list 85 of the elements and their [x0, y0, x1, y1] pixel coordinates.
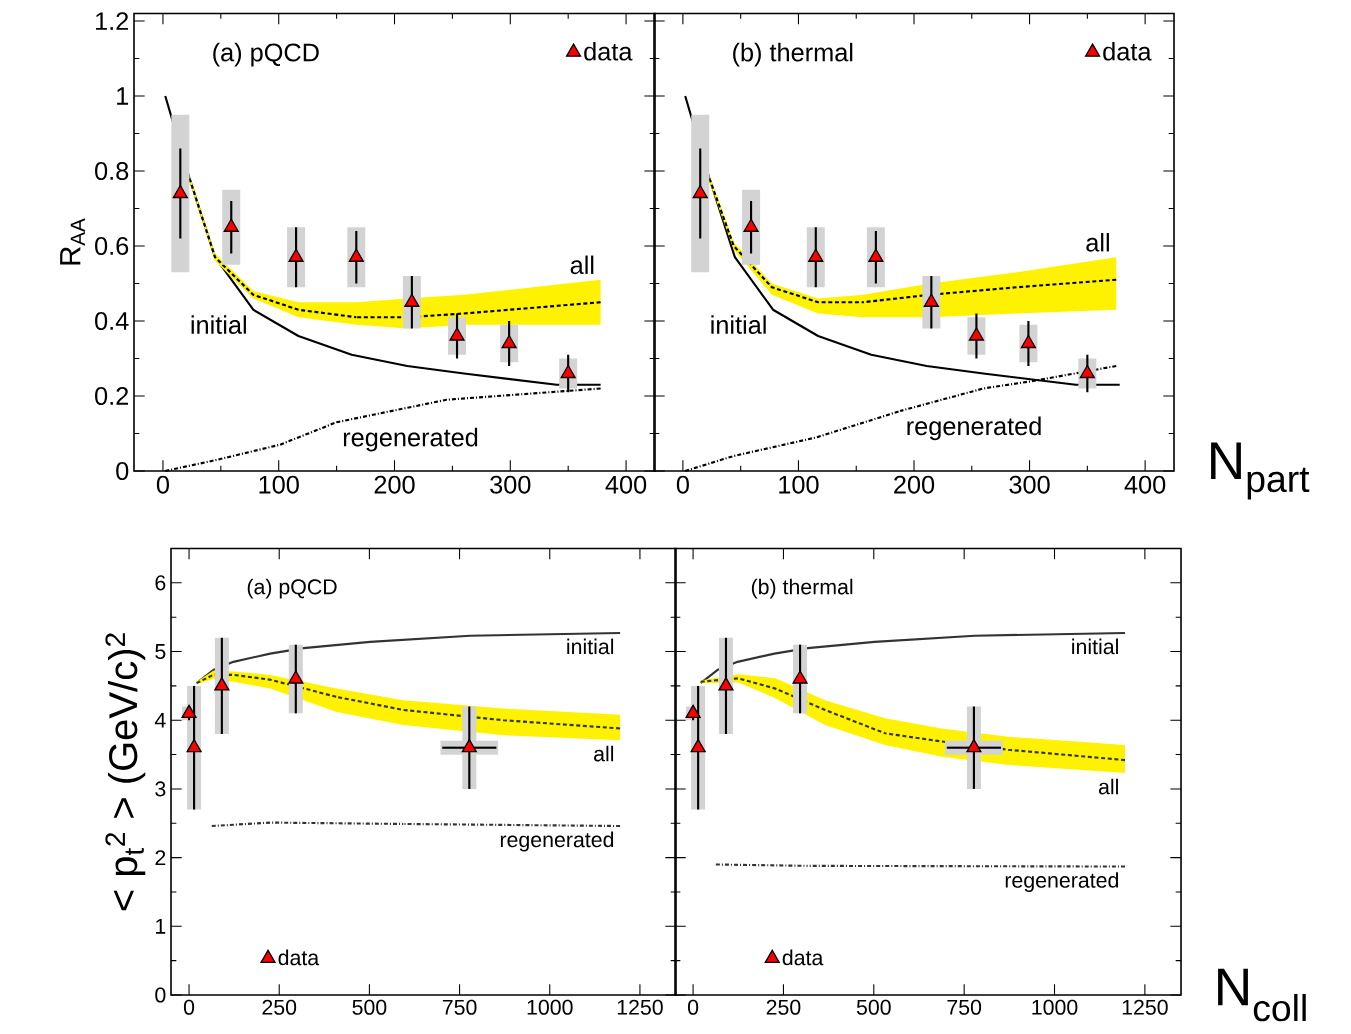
x-axis-title: N$_{coll}$ — [1218, 968, 1306, 1022]
point — [449, 327, 465, 341]
legend-label: data — [1103, 41, 1152, 61]
point — [461, 739, 477, 753]
series-label: all — [570, 255, 594, 275]
y-axis-title: R$_{AA}$ — [60, 218, 85, 265]
point — [288, 670, 304, 684]
x-tick-label: 200 — [374, 475, 415, 494]
series-label: regenerated — [907, 416, 1041, 441]
legend-label: initial — [191, 315, 246, 334]
point — [348, 248, 364, 262]
x-tick-label: 0 — [676, 475, 689, 494]
point — [288, 248, 304, 262]
point — [214, 677, 230, 691]
series-label: initial — [1072, 638, 1118, 655]
legend-label: data — [782, 949, 824, 966]
y-tick-label: 0.6 — [95, 237, 129, 255]
x-tick-label: 750 — [442, 999, 477, 1015]
series-label: regenerated — [500, 831, 614, 852]
x-axis-title: N$_{part}$ — [1211, 442, 1310, 500]
y-tick-label: 3 — [155, 781, 166, 797]
series-label: all — [1086, 233, 1109, 252]
point — [692, 184, 708, 199]
y-tick-label: 0.4 — [95, 312, 129, 330]
point — [501, 334, 517, 349]
x-tick-label: 300 — [490, 475, 531, 494]
series-label: all — [1098, 778, 1118, 795]
bar — [171, 114, 190, 273]
y-tick-label: 1.2 — [96, 12, 129, 30]
y-axis-title: < p$_{t}$$^{2}$ > (GeV/c)$^{2}$ — [105, 633, 146, 911]
x-tick-label: 250 — [766, 999, 801, 1015]
point — [172, 184, 188, 199]
x-tick-label: 100 — [259, 475, 299, 494]
x-tick-label: 1250 — [1122, 999, 1168, 1015]
point — [1079, 364, 1095, 379]
y-tick-label: 1 — [156, 918, 166, 934]
point — [223, 218, 239, 232]
x-tick-label: 0 — [687, 999, 699, 1015]
point — [792, 670, 808, 684]
x-tick-label: 300 — [1009, 475, 1050, 494]
bar — [691, 114, 710, 273]
y-tick-label: 4 — [154, 712, 166, 728]
legend-label: data — [584, 41, 633, 61]
series-label: regenerated — [1005, 872, 1119, 893]
point — [404, 293, 420, 307]
y-tick-label: 1 — [117, 87, 129, 105]
annotation: (b) thermal — [733, 42, 853, 67]
series-label: initial — [567, 638, 614, 655]
series-label: regenerated — [343, 427, 478, 452]
point — [560, 364, 576, 379]
y-tick-label: 0.2 — [95, 387, 129, 405]
point — [718, 677, 734, 691]
x-tick-label: 500 — [856, 999, 891, 1015]
annotation: (a) pQCD — [247, 578, 337, 599]
y-tick-label: 0.8 — [95, 162, 129, 180]
x-tick-label: 400 — [1124, 475, 1166, 494]
point — [1020, 334, 1037, 349]
legend-label: initial — [711, 315, 766, 334]
x-tick-label: 750 — [947, 999, 982, 1015]
annotation: (a) pQCD — [213, 42, 319, 67]
x-tick-label: 1000 — [527, 999, 573, 1015]
x-tick-label: 100 — [779, 475, 819, 494]
legend-label: data — [278, 949, 320, 966]
point — [186, 739, 202, 753]
x-tick-label: 0 — [183, 999, 195, 1015]
y-tick-label: 0 — [155, 987, 166, 1003]
x-tick-label: 1250 — [617, 999, 663, 1015]
series-label: all — [594, 745, 614, 762]
point — [743, 218, 759, 232]
annotation: (b) thermal — [751, 578, 853, 599]
point — [808, 248, 824, 262]
y-tick-label: 6 — [155, 575, 166, 591]
x-tick-label: 1000 — [1032, 999, 1078, 1015]
x-tick-label: 200 — [894, 475, 935, 494]
x-tick-label: 400 — [605, 475, 647, 494]
point — [966, 739, 982, 753]
point — [923, 293, 939, 307]
x-tick-label: 250 — [262, 999, 297, 1015]
y-tick-label: 2 — [155, 850, 166, 866]
point — [690, 739, 706, 753]
x-tick-label: 500 — [352, 999, 387, 1015]
point — [968, 327, 985, 341]
y-tick-label: 5 — [155, 644, 166, 659]
point — [868, 248, 884, 262]
y-tick-label: 0 — [116, 462, 129, 480]
